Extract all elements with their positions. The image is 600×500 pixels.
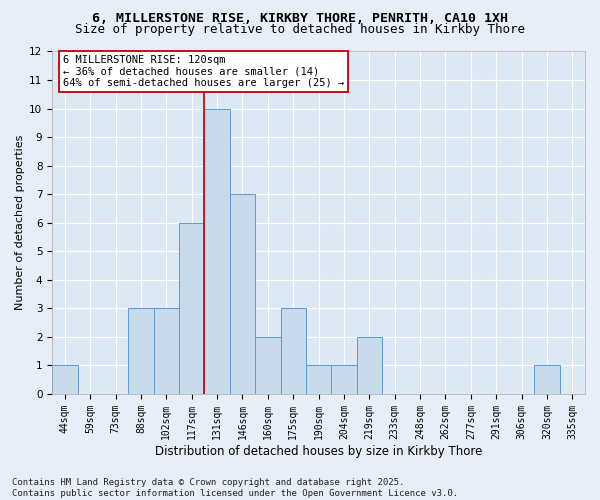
Text: Contains HM Land Registry data © Crown copyright and database right 2025.
Contai: Contains HM Land Registry data © Crown c… xyxy=(12,478,458,498)
Bar xyxy=(255,337,281,394)
Bar xyxy=(179,222,205,394)
Text: 6, MILLERSTONE RISE, KIRKBY THORE, PENRITH, CA10 1XH: 6, MILLERSTONE RISE, KIRKBY THORE, PENRI… xyxy=(92,12,508,26)
Bar xyxy=(128,308,154,394)
Bar xyxy=(154,308,179,394)
Bar xyxy=(205,108,230,394)
Text: Size of property relative to detached houses in Kirkby Thore: Size of property relative to detached ho… xyxy=(75,24,525,36)
Bar xyxy=(230,194,255,394)
X-axis label: Distribution of detached houses by size in Kirkby Thore: Distribution of detached houses by size … xyxy=(155,444,482,458)
Bar xyxy=(356,337,382,394)
Text: 6 MILLERSTONE RISE: 120sqm
← 36% of detached houses are smaller (14)
64% of semi: 6 MILLERSTONE RISE: 120sqm ← 36% of deta… xyxy=(63,55,344,88)
Bar xyxy=(331,366,356,394)
Bar xyxy=(52,366,77,394)
Bar xyxy=(534,366,560,394)
Bar xyxy=(281,308,306,394)
Bar xyxy=(306,366,331,394)
Y-axis label: Number of detached properties: Number of detached properties xyxy=(15,135,25,310)
